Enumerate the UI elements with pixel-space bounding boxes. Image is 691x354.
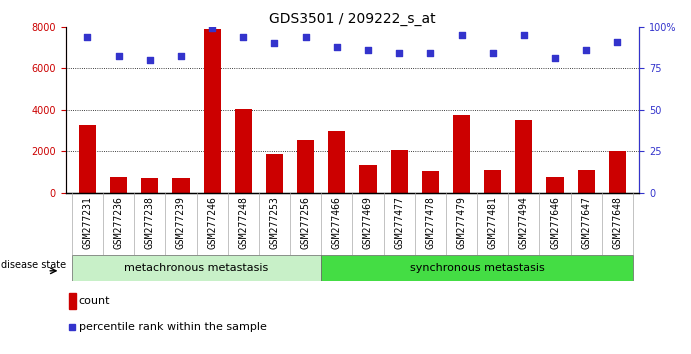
Text: GSM277647: GSM277647 (581, 196, 591, 249)
Text: count: count (79, 296, 110, 306)
Point (331, 44, 342, 49)
Text: percentile rank within the sample: percentile rank within the sample (79, 322, 267, 332)
Bar (547, 177, 564, 193)
Point (487, 50, 498, 56)
Bar (266, 154, 283, 193)
Text: synchronous metastasis: synchronous metastasis (410, 263, 545, 273)
Bar (141, 178, 158, 193)
Bar (204, 29, 220, 193)
Text: GSM277648: GSM277648 (612, 196, 623, 249)
Text: GSM277479: GSM277479 (457, 196, 466, 249)
Text: GSM277253: GSM277253 (269, 196, 279, 249)
Text: GSM277646: GSM277646 (550, 196, 560, 249)
Bar (321, 255, 633, 281)
Point (518, 32, 529, 38)
Text: GSM277246: GSM277246 (207, 196, 217, 249)
Bar (422, 171, 439, 193)
Text: disease state: disease state (1, 261, 66, 270)
Point (612, 39, 623, 44)
Bar (297, 140, 314, 193)
Text: metachronous metastasis: metachronous metastasis (124, 263, 269, 273)
Text: GSM277239: GSM277239 (176, 196, 186, 249)
Text: GSM277238: GSM277238 (145, 196, 155, 249)
Point (144, 57, 155, 63)
Point (363, 47, 374, 53)
Point (238, 34, 249, 39)
Bar (390, 150, 408, 193)
Text: GSM277477: GSM277477 (394, 196, 404, 249)
Bar (72, 255, 321, 281)
Bar (515, 120, 533, 193)
Point (113, 54, 124, 59)
Bar (328, 131, 346, 193)
Text: GSM277248: GSM277248 (238, 196, 248, 249)
Point (176, 54, 187, 59)
Point (549, 55, 560, 61)
Bar (110, 177, 127, 193)
Bar (578, 170, 595, 193)
Bar (609, 152, 626, 193)
Bar (484, 170, 501, 193)
Point (425, 50, 436, 56)
Text: GSM277231: GSM277231 (82, 196, 93, 249)
Bar (453, 115, 470, 193)
Text: GSM277494: GSM277494 (519, 196, 529, 249)
Text: GSM277466: GSM277466 (332, 196, 342, 249)
Text: GSM277236: GSM277236 (113, 196, 124, 249)
Point (580, 47, 591, 53)
Point (82, 34, 93, 39)
Point (207, 25, 218, 31)
Bar (359, 165, 377, 193)
Bar (235, 109, 252, 193)
Point (300, 34, 311, 39)
Point (394, 50, 405, 56)
Title: GDS3501 / 209222_s_at: GDS3501 / 209222_s_at (269, 12, 436, 25)
Bar (79, 125, 96, 193)
Point (456, 32, 467, 38)
Bar (172, 178, 189, 193)
Text: GSM277469: GSM277469 (363, 196, 373, 249)
Point (269, 40, 280, 46)
Text: GSM277478: GSM277478 (426, 196, 435, 249)
Text: GSM277481: GSM277481 (488, 196, 498, 249)
Bar (68, 293, 76, 309)
Text: GSM277256: GSM277256 (301, 196, 311, 249)
